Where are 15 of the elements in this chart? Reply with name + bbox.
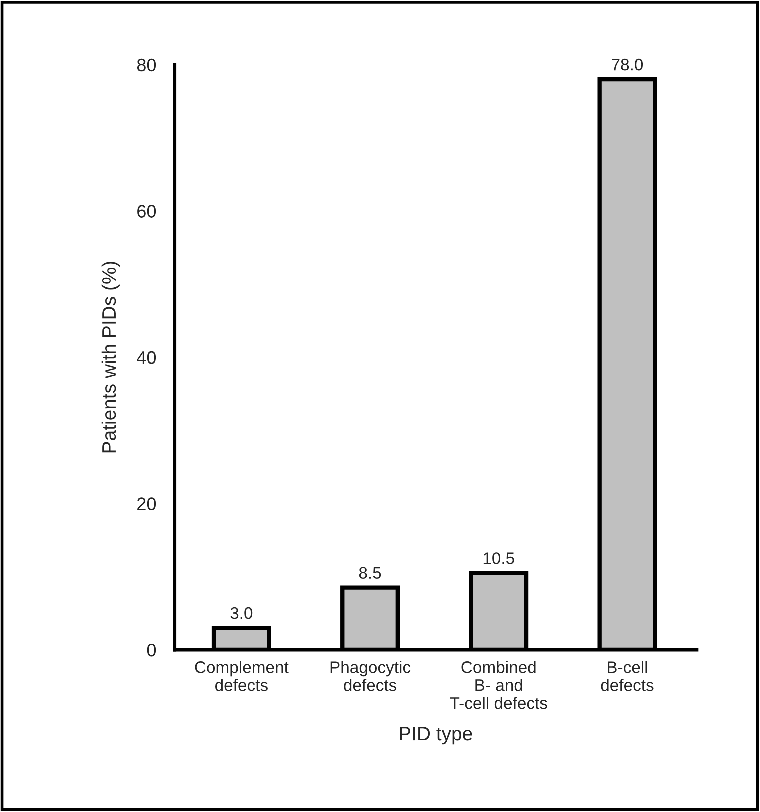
y-axis-title: Patients with PIDs (%) xyxy=(102,262,120,453)
data-label: 10.5 xyxy=(484,552,514,564)
x-tick-label: Combined B- and T-cell defects xyxy=(450,661,548,710)
x-tick-label: B-cell defects xyxy=(601,661,654,692)
y-tick-label: 40 xyxy=(137,351,156,364)
x-tick-label: Phagocytic defects xyxy=(330,661,411,692)
data-label: 78.0 xyxy=(612,58,644,71)
y-tick-label: 60 xyxy=(138,205,156,218)
y-tick-label: 0 xyxy=(147,644,156,657)
x-tick-label: Complement defects xyxy=(195,661,289,692)
y-tick-label: 80 xyxy=(137,58,156,72)
y-tick-label: 20 xyxy=(138,498,156,510)
data-label: 8.5 xyxy=(359,567,382,579)
data-label: 3.0 xyxy=(230,607,253,620)
x-axis-title: PID type xyxy=(400,727,472,745)
